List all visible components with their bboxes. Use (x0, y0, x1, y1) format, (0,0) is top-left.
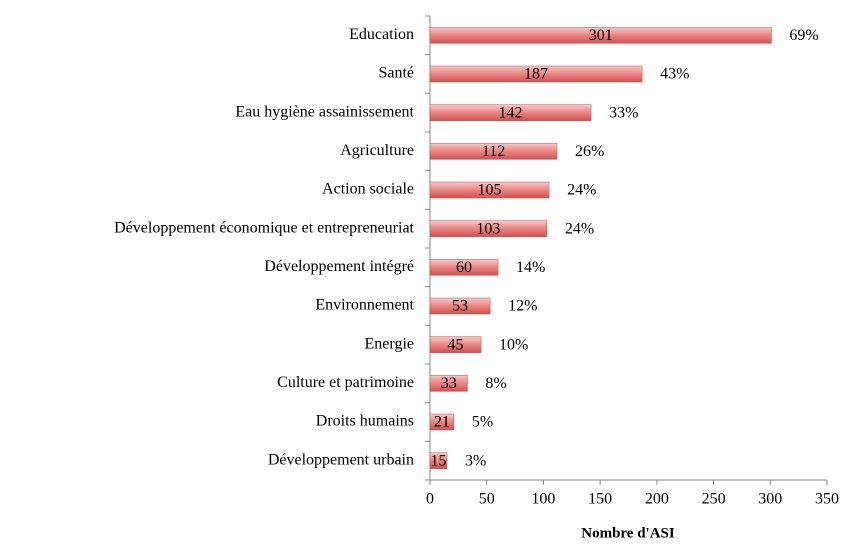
bar (429, 375, 468, 392)
bar (429, 143, 558, 160)
share-label: 12% (508, 298, 537, 315)
y-tick-label: Action sociale (322, 181, 414, 198)
bar (429, 297, 491, 315)
x-tick-label: 200 (645, 491, 669, 508)
x-tick-label: 100 (531, 491, 555, 508)
bar (429, 104, 592, 121)
share-label: 24% (567, 182, 596, 199)
x-tick-label: 250 (702, 491, 726, 508)
value-label: 21 (434, 414, 450, 431)
share-label: 10% (499, 336, 528, 353)
value-label: 187 (524, 66, 548, 83)
share-label: 33% (609, 104, 638, 121)
share-label: 3% (465, 452, 486, 469)
value-label: 105 (478, 182, 502, 199)
value-label: 53 (452, 298, 468, 315)
y-tick-label: Santé (378, 65, 414, 82)
bar (429, 452, 448, 469)
bar (429, 336, 482, 353)
value-label: 112 (482, 143, 505, 160)
bar (429, 65, 643, 83)
share-label: 43% (660, 66, 689, 83)
x-axis-title: Nombre d'ASI (581, 525, 675, 541)
y-tick-label: Droits humains (316, 413, 414, 430)
value-label: 142 (499, 104, 523, 121)
x-tick-label: 350 (815, 491, 839, 508)
share-label: 69% (789, 27, 818, 44)
x-tick-label: 300 (758, 491, 782, 508)
share-label: 8% (485, 375, 506, 392)
y-tick-label: Eau hygiène assainissement (235, 103, 414, 120)
share-label: 26% (575, 143, 604, 160)
share-label: 24% (565, 220, 594, 237)
x-tick-label: 150 (588, 491, 612, 508)
value-label: 301 (589, 27, 613, 44)
x-tick-label: 50 (479, 491, 495, 508)
value-label: 33 (441, 375, 457, 392)
y-tick-label: Développement intégré (264, 258, 414, 275)
bar (429, 27, 772, 44)
y-tick-label: Energie (365, 335, 414, 352)
y-tick-label: Développement économique et entrepreneur… (114, 219, 414, 236)
y-tick-label: Environnement (315, 297, 414, 314)
bar (429, 413, 455, 431)
y-tick-label: Education (349, 26, 414, 43)
bar (429, 220, 548, 237)
y-tick-label: Agriculture (340, 142, 414, 159)
share-label: 5% (472, 414, 493, 431)
value-label: 45 (448, 336, 464, 353)
x-tick-label: 0 (426, 491, 434, 508)
value-label: 103 (476, 220, 500, 237)
share-label: 14% (516, 259, 545, 276)
bar (429, 181, 550, 199)
value-label: 15 (431, 452, 447, 469)
y-tick-label: Culture et patrimoine (277, 374, 414, 391)
y-tick-label: Développement urbain (268, 451, 414, 468)
bar (429, 259, 499, 276)
value-label: 60 (456, 259, 472, 276)
